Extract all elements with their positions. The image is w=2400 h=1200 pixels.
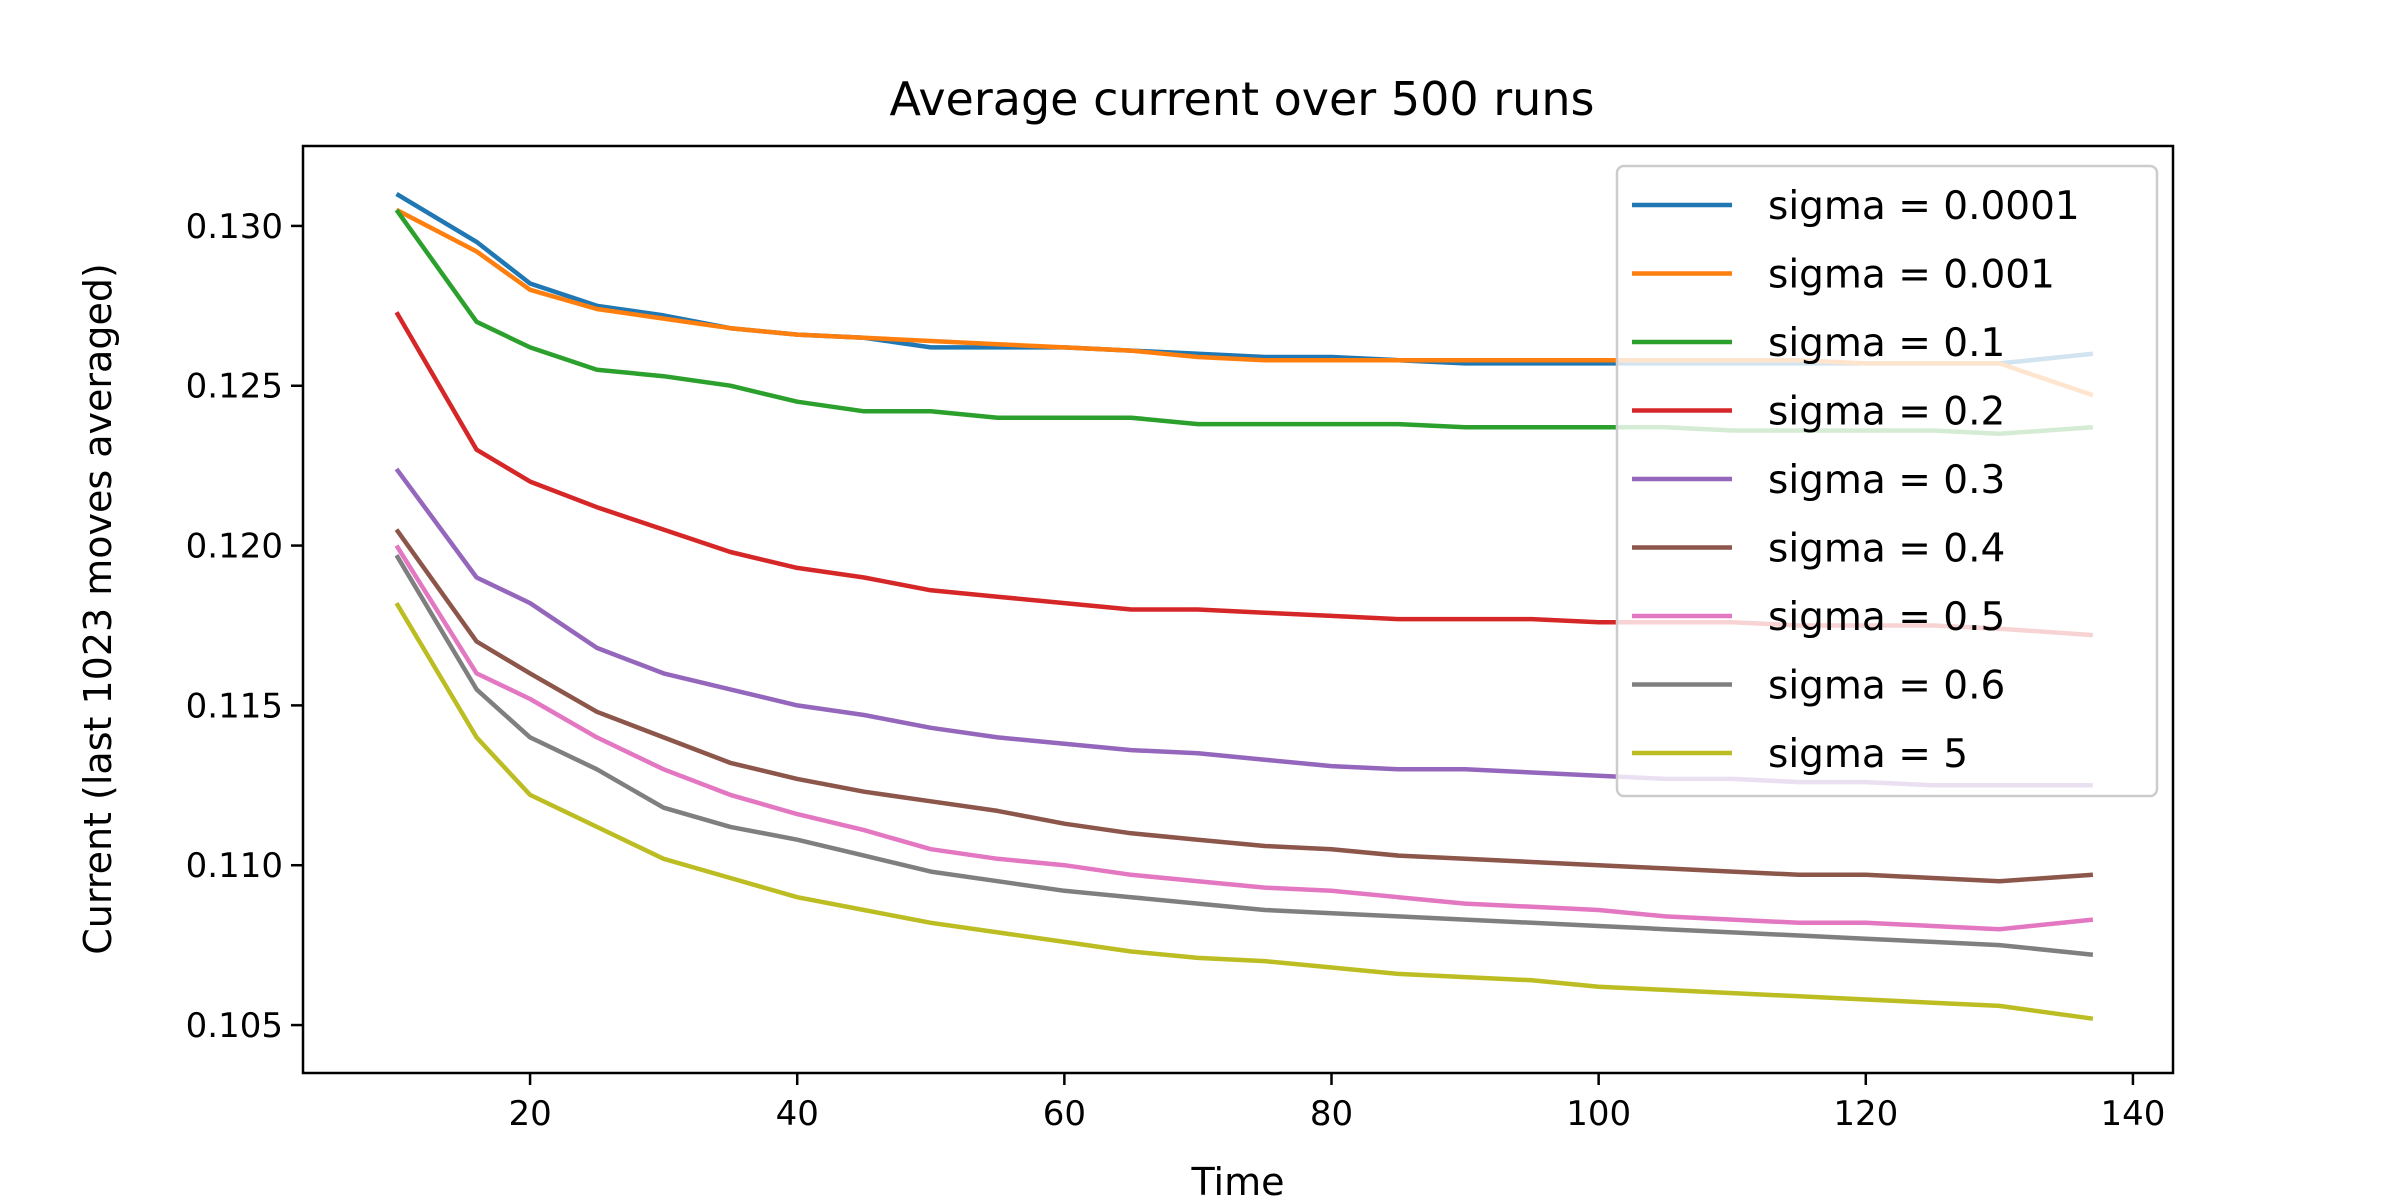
series-line-6 — [394, 544, 2094, 932]
y-tick-label: 0.110 — [186, 846, 283, 886]
legend-label-2: sigma = 0.1 — [1768, 321, 2005, 366]
legend-label-6: sigma = 0.5 — [1768, 595, 2005, 640]
x-tick-label: 120 — [1833, 1094, 1898, 1134]
y-tick-label: 0.120 — [186, 527, 283, 567]
legend: sigma = 0.0001 sigma = 0.001 sigma = 0.1 si… — [1615, 164, 2159, 798]
legend-label-5: sigma = 0.4 — [1768, 527, 2005, 572]
y-tick-label: 0.130 — [186, 207, 283, 247]
legend-label-4: sigma = 0.3 — [1768, 458, 2005, 503]
legend-label-1: sigma = 0.001 — [1768, 253, 2055, 298]
x-tick-label: 20 — [508, 1094, 551, 1134]
series-line-5 — [394, 528, 2094, 884]
legend-label-7: sigma = 0.6 — [1768, 664, 2005, 709]
plot-frame — [301, 144, 2175, 1075]
series-line-8 — [394, 601, 2094, 1021]
y-tick-label: 0.105 — [186, 1006, 283, 1046]
y-tick-label: 0.115 — [186, 686, 283, 726]
x-axis: 20 40 60 80 100 120 140 — [508, 1073, 2165, 1134]
y-tick-label: 0.125 — [186, 367, 283, 407]
y-axis-label: Current (last 1023 moves averaged) — [76, 263, 120, 955]
x-tick-label: 140 — [2100, 1094, 2165, 1134]
chart-title: Average current over 500 runs — [890, 72, 1595, 126]
x-axis-label: Time — [1191, 1160, 1285, 1200]
legend-box — [1615, 164, 2159, 798]
series-line-7 — [394, 554, 2094, 957]
x-tick-label: 100 — [1566, 1094, 1631, 1134]
legend-label-0: sigma = 0.0001 — [1768, 184, 2080, 229]
legend-label-8: sigma = 5 — [1768, 732, 1968, 777]
legend-label-3: sigma = 0.2 — [1768, 390, 2005, 435]
x-tick-label: 80 — [1310, 1094, 1353, 1134]
series-layer — [394, 191, 2094, 1021]
x-tick-label: 40 — [776, 1094, 819, 1134]
y-axis: 0.105 0.110 0.115 0.120 0.125 0.130 — [186, 207, 303, 1046]
x-tick-label: 60 — [1043, 1094, 1086, 1134]
